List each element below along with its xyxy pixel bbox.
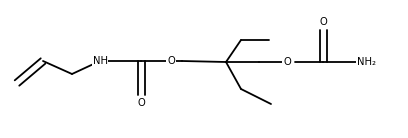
Text: O: O <box>319 17 327 27</box>
Text: NH₂: NH₂ <box>357 57 376 67</box>
Text: O: O <box>167 56 175 66</box>
Text: O: O <box>283 57 291 67</box>
Text: O: O <box>137 98 145 108</box>
Text: NH: NH <box>93 56 107 66</box>
